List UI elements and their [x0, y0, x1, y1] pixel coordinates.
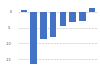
Bar — [50, 12, 56, 37]
Bar — [70, 12, 76, 22]
Bar — [40, 12, 46, 39]
Bar — [21, 10, 27, 12]
Bar — [30, 12, 37, 64]
Bar — [79, 12, 86, 21]
Bar — [60, 12, 66, 26]
Bar — [89, 8, 95, 12]
